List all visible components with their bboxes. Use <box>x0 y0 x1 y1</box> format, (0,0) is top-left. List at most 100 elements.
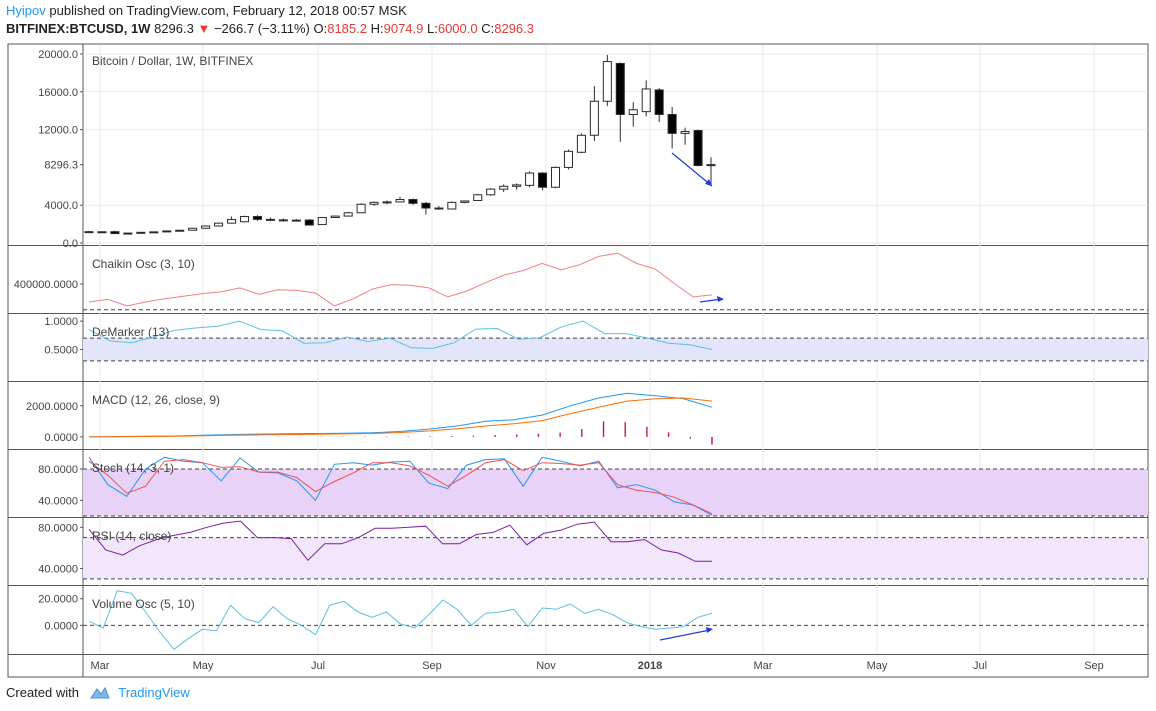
candle-body <box>201 225 211 229</box>
indicator-tick-label: 80.0000 <box>38 464 78 476</box>
candle-body <box>227 219 237 224</box>
indicator-title: Stoch (14, 3, 1) <box>92 461 174 475</box>
candle-body <box>525 172 535 186</box>
candle-body <box>149 231 159 234</box>
candle-body <box>278 219 288 222</box>
demarker-line <box>88 320 713 350</box>
arrow-head-icon <box>705 179 712 186</box>
indicator-tick-label: 0.0000 <box>44 620 78 632</box>
high-label: H: <box>370 21 384 36</box>
candle-body <box>123 232 133 235</box>
publisher-name[interactable]: Hyipov <box>6 3 46 18</box>
candle-body <box>421 202 431 209</box>
indicator-tick-label: 20.0000 <box>38 594 78 606</box>
volume-osc-line <box>88 590 713 650</box>
ohlc-header: BITFINEX:BTCUSD, 1W 8296.3 ▼ −266.7 (−3.… <box>6 21 534 36</box>
price-tick-label: 4000.0 <box>44 200 78 212</box>
candle-body <box>330 215 340 218</box>
price-tick-label: 16000.0 <box>38 87 78 99</box>
x-tick-label: 2018 <box>638 660 662 672</box>
high-value: 9074.9 <box>383 21 424 36</box>
candle-body <box>473 194 483 201</box>
price-tick-label: 8296.3 <box>44 160 78 172</box>
candle-body <box>395 199 405 203</box>
candle-body <box>175 229 185 232</box>
candle-body <box>408 199 418 204</box>
candle-body <box>693 130 703 167</box>
indicator-tick-label: 40.0000 <box>38 564 78 576</box>
candle-body <box>162 230 172 233</box>
stoch-k-line <box>88 456 713 516</box>
rsi-line <box>88 520 712 562</box>
signal-line <box>88 397 713 438</box>
indicator-title: Chaikin Osc (3, 10) <box>92 257 195 271</box>
publish-info: Hyipov published on TradingView.com, Feb… <box>6 3 407 18</box>
trend-arrow-line <box>671 152 713 187</box>
indicator-tick-label: 2000.0000 <box>26 401 78 413</box>
candle-body <box>499 185 509 190</box>
candle-body <box>486 188 496 196</box>
price-tick-label: 0.0 <box>63 238 78 250</box>
indicator-tick-label: 0.5000 <box>44 344 78 356</box>
x-tick-label: Mar <box>754 660 773 672</box>
chart-title: Bitcoin / Dollar, 1W, BITFINEX <box>92 54 253 68</box>
candle-body <box>317 216 327 226</box>
x-tick-label: May <box>193 660 214 672</box>
indicator-title: RSI (14, close) <box>92 529 171 543</box>
arrow-head-icon <box>706 627 713 633</box>
x-tick-label: May <box>867 660 888 672</box>
candle-body <box>615 62 625 115</box>
candle-body <box>434 207 444 210</box>
tradingview-logo-icon <box>89 686 110 699</box>
low-value: 6000.0 <box>437 21 478 36</box>
publish-text: published on TradingView.com, February 1… <box>49 3 407 18</box>
candle-body <box>460 200 470 203</box>
price-change: −266.7 (−3.11%) <box>213 21 310 36</box>
low-label: L: <box>427 21 438 36</box>
candle-body <box>110 231 120 235</box>
candle-body <box>550 166 561 188</box>
symbol-label: BITFINEX:BTCUSD, 1W <box>6 21 151 36</box>
indicator-tick-label: 40.0000 <box>38 495 78 507</box>
candle-body <box>654 89 664 115</box>
indicator-tick-label: 80.0000 <box>38 522 78 534</box>
candle-body <box>188 227 198 231</box>
tradingview-link[interactable]: TradingView <box>118 685 190 700</box>
candle-body <box>97 231 107 234</box>
last-price: 8296.3 <box>154 21 194 36</box>
x-tick-label: Sep <box>1084 660 1104 672</box>
candle-body <box>589 100 599 136</box>
rsi-band <box>83 537 1148 579</box>
x-tick-label: Mar <box>91 660 110 672</box>
indicator-title: MACD (12, 26, close, 9) <box>92 393 220 407</box>
candle-body <box>512 184 522 187</box>
arrow-head-icon <box>717 296 724 302</box>
candle-body <box>706 164 716 167</box>
candle-body <box>628 109 638 115</box>
candle-body <box>84 231 94 234</box>
footer: Created with TradingView <box>6 685 190 700</box>
candle-body <box>239 216 250 223</box>
candle-body <box>680 130 690 134</box>
candle-body <box>369 201 379 205</box>
chaikin-line <box>88 252 713 307</box>
created-with-text: Created with <box>6 685 79 700</box>
price-tick-label: 20000.0 <box>38 49 78 61</box>
x-tick-label: Sep <box>422 660 442 672</box>
x-tick-label: Jul <box>973 660 987 672</box>
candle-body <box>356 203 366 214</box>
indicator-title: DeMarker (13) <box>92 325 169 339</box>
trend-arrow-line <box>659 629 711 641</box>
candle-body <box>214 222 224 227</box>
down-arrow-icon: ▼ <box>197 21 211 36</box>
candle-body <box>304 219 314 226</box>
x-tick-label: Jul <box>311 660 325 672</box>
candle-body <box>538 172 548 188</box>
candle-body <box>382 201 392 204</box>
stoch-d-line <box>88 459 713 515</box>
candle-body <box>252 216 262 220</box>
candle-body <box>291 219 301 222</box>
candle-body <box>265 218 275 221</box>
stoch-band <box>83 469 1148 516</box>
